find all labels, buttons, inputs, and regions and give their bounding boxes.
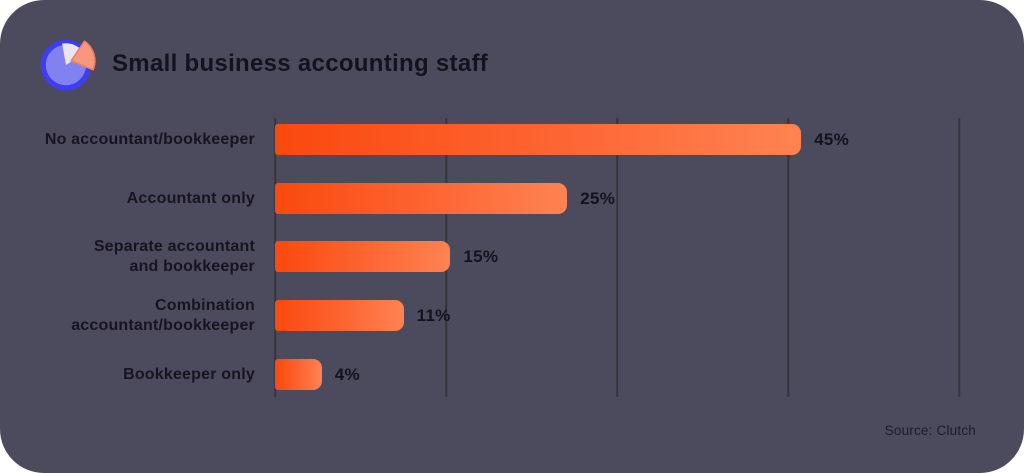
bar [275,183,568,214]
bar-track: 25% [275,183,975,214]
bar [275,124,802,155]
source-credit: Source: Clutch [884,423,976,438]
bar [275,359,322,390]
chart-header: Small business accounting staff [38,33,488,95]
chart-row: Bookkeeper only 4% [0,345,1024,404]
chart-row: Combination accountant/bookkeeper 11% [0,286,1024,345]
category-label: Combination accountant/bookkeeper [71,296,255,334]
chart-row: No accountant/bookkeeper 45% [0,110,1024,169]
bar-chart: No accountant/bookkeeper 45% Accountant … [0,110,1024,404]
value-label: 25% [580,188,616,208]
gridline [616,118,618,397]
bar-track: 45% [275,124,975,155]
chart-row: Separate accountant and bookkeeper 15% [0,227,1024,286]
category-label: Separate accountant and bookkeeper [93,237,255,275]
value-label: 11% [416,305,451,325]
bar [275,300,404,331]
category-label: Bookkeeper only [123,365,255,383]
value-label: 45% [814,129,850,149]
page-title: Small business accounting staff [112,50,489,77]
bar [275,241,451,272]
gridline [787,118,789,397]
gridline [958,118,960,397]
value-label: 4% [334,364,360,384]
chart-row: Accountant only 25% [0,169,1024,228]
bar-track: 15% [275,241,975,272]
category-label: No accountant/bookkeeper [44,130,255,148]
bar-track: 11% [275,300,975,331]
pie-chart-icon [40,39,96,91]
value-label: 15% [463,246,499,266]
bar-track: 4% [275,359,975,390]
category-label: Accountant only [126,189,255,207]
